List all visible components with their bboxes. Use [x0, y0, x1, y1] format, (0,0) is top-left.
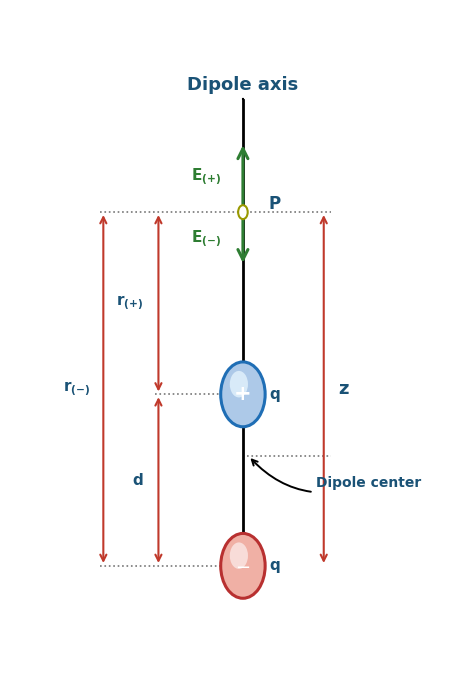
Text: +: + [234, 384, 252, 404]
Text: Dipole center: Dipole center [252, 459, 422, 491]
Text: Dipole axis: Dipole axis [187, 77, 299, 94]
Circle shape [221, 533, 265, 599]
Circle shape [221, 362, 265, 427]
Text: $-$: $-$ [236, 557, 250, 575]
Text: $\mathbf{d}$: $\mathbf{d}$ [132, 472, 144, 488]
Circle shape [230, 371, 248, 397]
Text: $\mathbf{E_{(+)}}$: $\mathbf{E_{(+)}}$ [191, 166, 221, 188]
Text: P: P [269, 195, 281, 213]
Circle shape [238, 205, 248, 219]
Circle shape [230, 542, 248, 569]
Text: $\mathbf{z}$: $\mathbf{z}$ [338, 380, 350, 398]
Text: q: q [269, 558, 280, 574]
Text: $\mathbf{r_{(-)}}$: $\mathbf{r_{(-)}}$ [63, 379, 91, 399]
Text: $\mathbf{E_{(-)}}$: $\mathbf{E_{(-)}}$ [191, 228, 221, 250]
Text: $\mathbf{r_{(+)}}$: $\mathbf{r_{(+)}}$ [116, 294, 144, 313]
Text: q: q [269, 387, 280, 402]
